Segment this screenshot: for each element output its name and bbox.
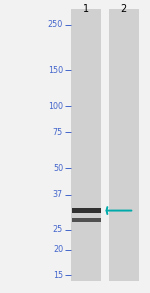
Text: 150: 150 <box>48 66 63 75</box>
Text: 20: 20 <box>53 245 63 254</box>
Text: 100: 100 <box>48 102 63 111</box>
Text: 2: 2 <box>121 4 127 14</box>
Text: 37: 37 <box>53 190 63 199</box>
Bar <box>72 208 100 213</box>
Text: 50: 50 <box>53 163 63 173</box>
Text: 1: 1 <box>83 4 89 14</box>
Text: 75: 75 <box>53 127 63 137</box>
Text: 250: 250 <box>48 21 63 30</box>
Text: 15: 15 <box>53 271 63 280</box>
Bar <box>109 9 139 281</box>
Bar <box>72 218 100 222</box>
Text: 25: 25 <box>53 225 63 234</box>
Bar <box>71 9 101 281</box>
